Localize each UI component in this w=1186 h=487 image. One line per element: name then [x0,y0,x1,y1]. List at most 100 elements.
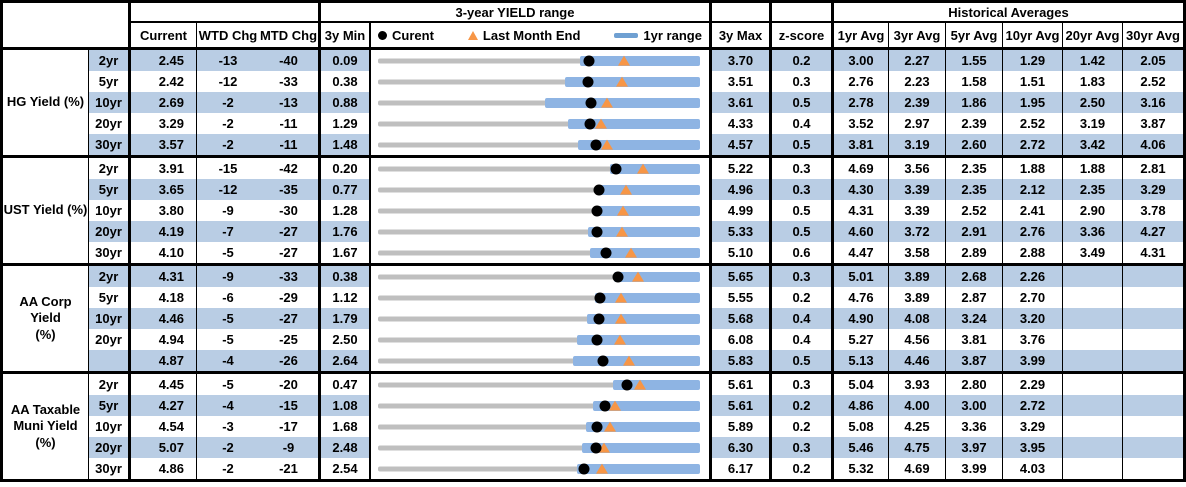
range-track-3yr [378,250,700,255]
z-score-cell: 0.2 [772,395,834,416]
range-bar-1yr [545,97,700,108]
header-blank-zscore [772,3,834,23]
range-plot [378,221,700,242]
avg-cell-20yr: 1.88 [1063,158,1123,179]
col-header-wtd-chg: WTD Chg [198,27,258,43]
range-chart [371,395,712,416]
col-header-20yr-avg: 20yr Avg [1063,23,1123,47]
current-cell: 4.94 [131,329,197,350]
col-header-z-score: z-score [772,23,834,47]
col-header-mtd-chg: MTD Chg [259,23,321,47]
wtd-chg-cell: -9 [197,266,259,287]
last-month-end-triangle [620,184,633,195]
range-bar-1yr [598,184,700,195]
last-month-end-triangle [618,55,631,66]
current-cell: 4.10 [131,242,197,263]
legend-last-month-end-item: Last Month End [467,27,581,43]
current-dot [591,226,603,237]
range-track-3yr [378,424,700,429]
avg-cell-10yr: 2.29 [1003,374,1063,395]
section-label: HG Yield (%) [3,50,89,155]
range-bar-icon [614,32,639,38]
range-chart [371,113,712,134]
last-month-end-triangle [596,463,609,474]
range-track-3yr [378,274,700,279]
mtd-chg-cell: -35 [259,179,321,200]
legend-1yr-range-item: 1yr range [614,29,702,42]
range-track-3yr [378,403,700,408]
range-plot [378,92,700,113]
avg-cell-1yr: 3.00 [834,50,889,71]
range-track-3yr [378,187,700,192]
tenor-cell: 10yr [89,92,131,113]
current-dot [599,400,611,411]
avg-cell-5yr: 2.52 [946,200,1003,221]
avg-cell-10yr: 3.20 [1003,308,1063,329]
yield-section: UST Yield (%) 2yr 3.91 -15 -42 0.20 5.22 0.3 4.6… [3,158,1183,266]
avg-cell-3yr: 4.00 [889,395,946,416]
tenor-cell: 10yr [89,416,131,437]
avg-cell-30yr: 4.27 [1123,221,1183,242]
tenor-cell: 5yr [89,395,131,416]
tenor-cell: 5yr [89,71,131,92]
current-dot [610,163,622,174]
avg-cell-20yr [1063,350,1123,371]
wtd-chg-cell: -4 [197,350,259,371]
max-3y-cell: 5.68 [712,308,772,329]
range-chart [371,350,712,371]
range-bar-1yr [592,400,700,411]
col-header-3yr-avg: 3yr Avg [889,23,946,47]
current-cell: 4.18 [131,287,197,308]
range-plot [378,113,700,134]
avg-cell-20yr [1063,308,1123,329]
legend-last-month-end-label: Last Month End [482,27,581,43]
range-plot [378,395,700,416]
max-3y-cell: 5.55 [712,287,772,308]
tenor-cell: 30yr [89,134,131,155]
table-header: 3-year YIELD range Historical Averages C… [3,3,1183,50]
range-chart [371,458,712,479]
mtd-chg-cell: -25 [259,329,321,350]
avg-cell-30yr: 2.05 [1123,50,1183,71]
range-bar-1yr [590,247,700,258]
avg-cell-20yr [1063,287,1123,308]
range-track-3yr [378,316,700,321]
current-dot [591,205,603,216]
range-track-3yr [378,166,700,171]
avg-cell-1yr: 4.30 [834,179,889,200]
avg-cell-10yr: 3.95 [1003,437,1063,458]
last-month-end-triangle [625,247,638,258]
avg-cell-20yr [1063,395,1123,416]
section-label: AA Corp Yield (%) [3,266,89,371]
last-month-end-triangle [615,313,628,324]
mtd-chg-cell: -27 [259,308,321,329]
range-chart [371,416,712,437]
range-bar-1yr [586,313,700,324]
avg-cell-30yr [1123,287,1183,308]
wtd-chg-cell: -2 [197,134,259,155]
avg-cell-10yr: 2.88 [1003,242,1063,263]
mtd-chg-cell: -27 [259,221,321,242]
avg-cell-5yr: 2.91 [946,221,1003,242]
tenor-cell: 20yr [89,113,131,134]
z-score-cell: 0.3 [772,266,834,287]
avg-cell-10yr: 3.76 [1003,329,1063,350]
avg-cell-20yr: 2.50 [1063,92,1123,113]
legend-current-label: Curent [392,27,434,43]
avg-cell-10yr: 1.95 [1003,92,1063,113]
section-label: AA Taxable Muni Yield (%) [3,374,89,479]
range-chart [371,221,712,242]
range-chart [371,200,712,221]
current-dot [593,184,605,195]
avg-cell-30yr [1123,266,1183,287]
tenor-cell: 10yr [89,308,131,329]
min-3y-cell: 0.77 [321,179,371,200]
tenor-cell: 2yr [89,266,131,287]
range-bar-1yr [595,205,700,216]
mtd-chg-cell: -11 [259,134,321,155]
avg-cell-10yr: 2.12 [1003,179,1063,200]
current-dot-icon [378,30,388,40]
range-bar-1yr [612,379,700,390]
min-3y-cell: 2.48 [321,437,371,458]
